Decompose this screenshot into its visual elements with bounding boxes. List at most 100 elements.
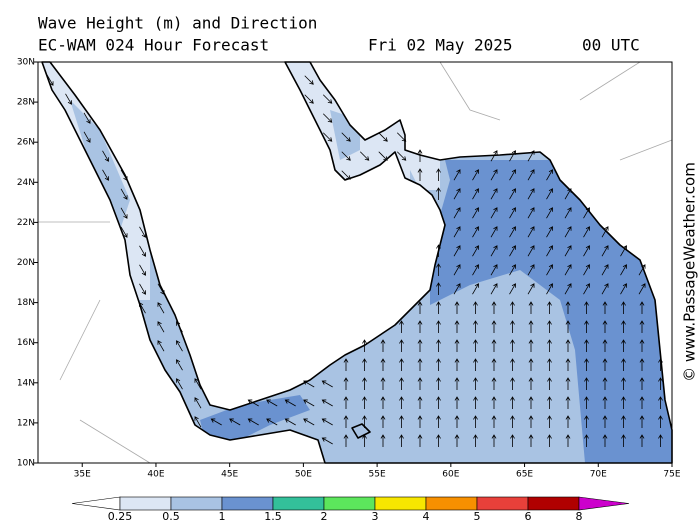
colorbar-label: 6 [525, 510, 532, 523]
arrow [528, 434, 534, 447]
arrow [472, 245, 479, 257]
arrow [658, 358, 663, 371]
arrow [639, 339, 645, 352]
arrow [658, 415, 663, 428]
arrow [473, 320, 478, 333]
arrow [546, 207, 553, 219]
arrow [583, 283, 590, 295]
map-frame [37, 61, 673, 464]
arrow [491, 358, 497, 371]
arrow [602, 377, 608, 390]
arrow [194, 416, 202, 428]
arrow [490, 264, 498, 276]
arrow [399, 358, 404, 371]
arrow [102, 150, 109, 162]
arrow [621, 301, 626, 314]
arrow [417, 396, 423, 409]
arrow [120, 226, 128, 238]
arrow [638, 264, 646, 276]
colorbar-label: 4 [423, 510, 430, 523]
arrow [510, 377, 515, 390]
lat-tick-label: 22N [17, 218, 35, 228]
arrow [528, 358, 534, 371]
arrow [527, 245, 535, 257]
lat-tick-label: 16N [17, 338, 35, 348]
arrow [602, 301, 608, 314]
arrow [120, 188, 128, 200]
arrow [620, 264, 627, 276]
arrow [399, 396, 404, 409]
title: Wave Height (m) and Direction [38, 14, 317, 33]
arrow [436, 396, 441, 409]
arrow [362, 434, 367, 447]
arrow [565, 396, 571, 409]
colorbar-bin [374, 496, 427, 511]
arrow [491, 415, 497, 428]
arrow [321, 418, 333, 426]
arrow [528, 415, 534, 428]
arrow [194, 378, 202, 390]
arrow [527, 188, 535, 200]
arrow [564, 207, 572, 219]
arrow [638, 283, 646, 295]
lon-tick-label: 60E [442, 470, 459, 480]
arrow [565, 377, 571, 390]
arrow [602, 339, 608, 352]
arrow [157, 283, 165, 295]
arrow [417, 149, 423, 162]
arrow [546, 264, 553, 276]
colorbar-bin [170, 496, 223, 511]
arrow [510, 339, 515, 352]
arrow [473, 358, 478, 371]
date: Fri 02 May 2025 [368, 36, 513, 55]
lon-tick-label: 50E [295, 470, 312, 480]
arrow [473, 434, 478, 447]
wave-direction-arrows [46, 74, 663, 447]
arrow [436, 282, 441, 295]
lat-tick-label: 28N [17, 98, 35, 108]
colorbar-over [578, 496, 630, 511]
arrow [547, 339, 552, 352]
arrow [621, 358, 626, 371]
arrow [453, 226, 461, 238]
arrow [472, 226, 479, 238]
colorbar-bin [272, 496, 325, 511]
colorbar-label: 2 [321, 510, 328, 523]
arrow [157, 340, 165, 352]
arrow [176, 359, 183, 371]
arrow [139, 226, 146, 238]
arrow [621, 396, 626, 409]
arrow [157, 321, 165, 333]
arrow [602, 396, 608, 409]
arrow [491, 396, 497, 409]
arrow [102, 169, 109, 181]
arrow [584, 396, 589, 409]
arrow [472, 188, 479, 200]
arrow [380, 396, 386, 409]
arrow [473, 377, 478, 390]
arrow [510, 301, 515, 314]
lon-tick-label: 40E [147, 470, 164, 480]
arrow [321, 380, 333, 388]
arrow [491, 339, 497, 352]
arrow [304, 75, 314, 85]
colorbar-under [71, 496, 121, 511]
arrow [510, 320, 515, 333]
arrow [83, 112, 91, 124]
arrow [564, 264, 572, 276]
arrow [509, 169, 516, 181]
arrow [453, 245, 461, 257]
arrow [362, 377, 367, 390]
arrow [509, 264, 516, 276]
arrow [343, 415, 349, 428]
arrow [359, 151, 370, 161]
arrow [547, 415, 552, 428]
arrow [454, 339, 460, 352]
colorbar-label: 1 [219, 510, 226, 523]
arrow [546, 226, 553, 238]
arrow [303, 399, 315, 407]
arrow [436, 320, 441, 333]
arrow [453, 169, 461, 181]
arrow [527, 264, 535, 276]
arrow [120, 169, 128, 181]
